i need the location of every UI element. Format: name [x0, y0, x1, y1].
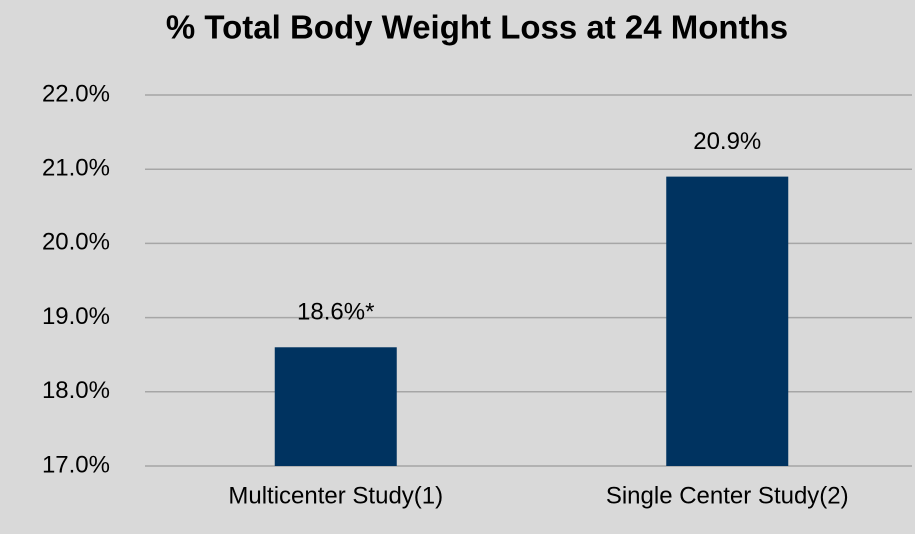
data-label: 20.9% [693, 128, 761, 155]
y-tick-label: 18.0% [42, 377, 110, 404]
y-tick-label: 17.0% [42, 451, 110, 478]
bar [274, 347, 397, 466]
x-tick-label: Multicenter Study(1) [228, 482, 443, 509]
data-label: 18.6%* [297, 299, 374, 326]
bar [666, 176, 789, 466]
chart-title: % Total Body Weight Loss at 24 Months [166, 9, 788, 46]
x-tick-label: Single Center Study(2) [606, 482, 849, 509]
y-tick-label: 21.0% [42, 155, 110, 182]
y-tick-label: 22.0% [42, 80, 110, 107]
y-tick-label: 19.0% [42, 303, 110, 330]
y-tick-label: 20.0% [42, 229, 110, 256]
